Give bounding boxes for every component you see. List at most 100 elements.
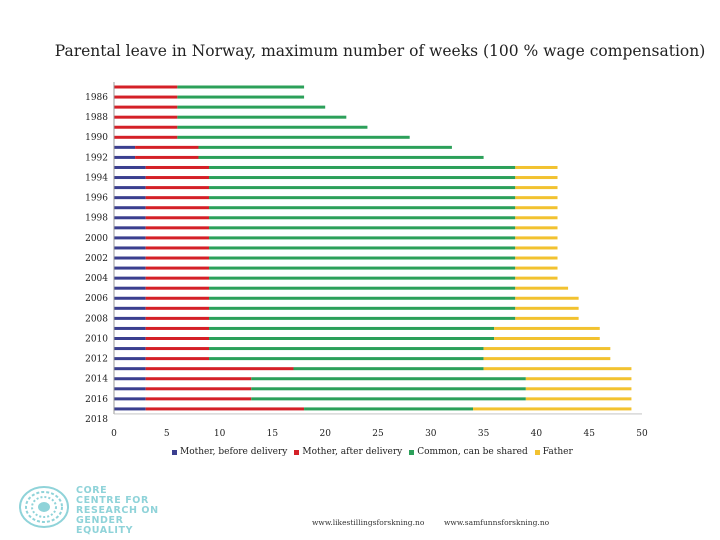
bar-segment — [515, 236, 558, 240]
logo-text: CORE CENTRE FOR RESEARCH ON GENDER EQUAL… — [76, 486, 168, 536]
bar-segment — [145, 367, 294, 371]
bar-chart: 1986198819901992199419961998200020022004… — [85, 81, 648, 439]
bar-segment — [145, 186, 210, 190]
bar-segment — [494, 337, 600, 340]
x-tick-label: 0 — [111, 429, 117, 439]
bar-segment — [114, 296, 146, 300]
bar-segment — [209, 246, 516, 250]
bar-segment — [209, 326, 495, 330]
bar-segment — [114, 407, 146, 411]
bar-segment — [483, 347, 611, 351]
bar-segment — [114, 357, 146, 361]
bar-segment — [145, 266, 210, 270]
footer-link-samfunn[interactable]: www.samfunnsforskning.no — [444, 518, 550, 527]
bar-segment — [145, 397, 252, 401]
y-tick-label: 2012 — [85, 355, 108, 365]
bar-segment — [177, 125, 368, 129]
bar-segment — [209, 286, 516, 290]
legend-swatch — [294, 449, 300, 455]
y-tick-label: 2004 — [85, 274, 108, 284]
y-tick-label: 2014 — [85, 375, 108, 385]
bar-segment — [145, 296, 210, 300]
logo-mark-icon — [19, 486, 69, 528]
bar-segment — [515, 176, 558, 180]
bar-segment — [209, 357, 484, 361]
bar-segment — [114, 125, 178, 129]
bar-segment — [209, 165, 516, 169]
logo-line: CENTRE FOR — [76, 495, 149, 506]
x-tick-label: 25 — [372, 429, 384, 439]
bar-segment — [145, 236, 210, 240]
logo-line: CORE — [76, 485, 108, 496]
bar-segment — [145, 276, 210, 280]
legend-label: Father — [542, 447, 573, 457]
bar-segment — [525, 377, 632, 381]
bar-segment — [114, 216, 146, 220]
bar-segment — [209, 176, 516, 180]
bar-segment — [114, 367, 146, 371]
legend-item-mother-before: Mother, before delivery — [172, 447, 287, 457]
bar-segment — [209, 206, 516, 210]
x-tick-label: 45 — [583, 429, 595, 439]
bar-segment — [145, 306, 210, 310]
y-tick-label: 2000 — [85, 234, 108, 244]
bar-segment — [515, 306, 579, 310]
bar-segment — [114, 377, 146, 381]
bar-segment — [114, 115, 178, 119]
y-tick-label: 1990 — [85, 133, 108, 143]
bar-segment — [145, 377, 252, 381]
bar-segment — [177, 115, 347, 119]
legend-label: Mother, after delivery — [302, 447, 403, 457]
bar-segment — [515, 286, 569, 290]
legend-label: Mother, before delivery — [180, 447, 288, 457]
bar-segment — [483, 367, 632, 371]
bar-segment — [515, 165, 558, 169]
bar-segment — [515, 276, 558, 280]
bar-segment — [145, 407, 305, 411]
bar-segment — [114, 176, 146, 180]
bar-segment — [145, 165, 210, 169]
bar-segment — [209, 226, 516, 230]
bar-segment — [515, 296, 579, 300]
bar-segment — [114, 236, 146, 240]
x-tick-label: 40 — [531, 429, 543, 439]
y-tick-label: 2018 — [85, 415, 108, 425]
x-tick-label: 30 — [425, 429, 437, 439]
y-tick-label: 1996 — [85, 194, 108, 204]
y-tick-label: 2010 — [85, 334, 108, 344]
bar-segment — [145, 216, 210, 220]
legend-label: Common, can be shared — [417, 447, 528, 457]
y-tick-label: 1988 — [85, 113, 108, 123]
bar-segment — [525, 387, 632, 391]
bar-segment — [209, 316, 516, 320]
legend-swatch — [534, 449, 540, 455]
bar-segment — [209, 347, 484, 351]
x-tick-label: 50 — [636, 429, 648, 439]
bar-segment — [177, 85, 305, 89]
bar-segment — [198, 155, 484, 159]
bar-segment — [515, 246, 558, 250]
bar-segment — [515, 266, 558, 270]
footer-link-likestilling[interactable]: www.likestillingsforskning.no — [312, 518, 425, 527]
bar-segment — [114, 397, 146, 401]
bar-segment — [209, 216, 516, 220]
bar-segment — [515, 256, 558, 260]
bar-segment — [177, 105, 326, 109]
bar-segment — [145, 347, 210, 351]
x-tick-label: 35 — [478, 429, 490, 439]
bar-segment — [515, 196, 558, 200]
logo-line: GENDER EQUALITY — [76, 515, 134, 536]
bar-segment — [145, 196, 210, 200]
y-tick-label: 1992 — [85, 153, 108, 163]
bar-segment — [515, 216, 558, 220]
y-tick-label: 2008 — [85, 314, 108, 324]
bar-segment — [114, 256, 146, 260]
bar-segment — [145, 256, 210, 260]
bar-segment — [251, 387, 526, 391]
bar-segment — [293, 367, 484, 371]
bar-segment — [114, 186, 146, 190]
core-logo: CORE CENTRE FOR RESEARCH ON GENDER EQUAL… — [18, 484, 168, 536]
bar-segment — [251, 397, 526, 401]
y-tick-label: 1994 — [85, 173, 108, 183]
bar-segment — [209, 306, 516, 310]
